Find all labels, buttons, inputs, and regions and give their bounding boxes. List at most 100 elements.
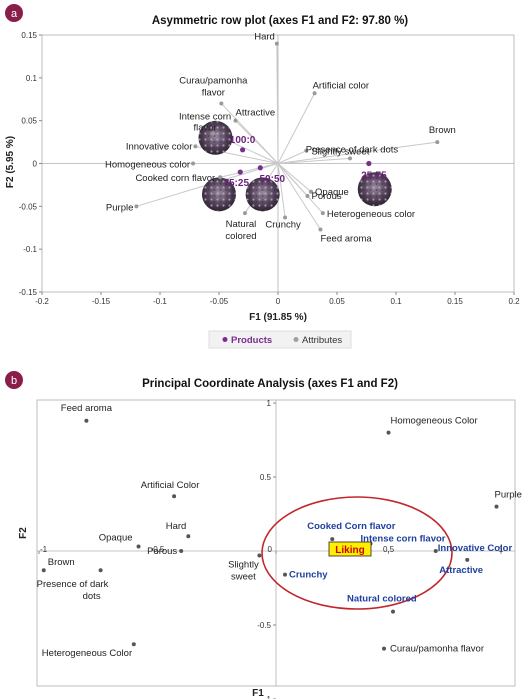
x-tick-label: 0.05 (329, 297, 345, 306)
image-50-50-texture (245, 177, 280, 212)
b-x-tick-label: -1 (40, 545, 48, 554)
pcoa-label-artificial-color: Artificial Color (141, 480, 200, 491)
chart-a-axes: -0.2 -0.15 -0.1 -0.05 0 0.05 0.1 0.15 0.20.150.1… (19, 31, 520, 306)
b-y-tick-label: 1 (267, 399, 272, 408)
attribute-label-slightly-sweet: Slightly sweet (311, 147, 369, 158)
pcoa-label-presence-of-dark-dots-2: dots (83, 591, 101, 602)
b-y-tick-label: -0.5 (257, 621, 271, 630)
b-x-tick-label: 1 (499, 545, 504, 554)
pcoa-point-attractive (465, 557, 470, 562)
pcoa-point-feed-aroma (84, 418, 89, 423)
liking-ellipse (261, 496, 453, 610)
pcoa-label-curau-pamonha-flavor: Curau/pamonha flavor (390, 644, 484, 655)
pcoa-point-purple (494, 504, 499, 509)
pcoa-label-brown: Brown (48, 557, 75, 568)
x-tick-label: 0.2 (508, 297, 520, 306)
attribute-point-homogeneous-color (191, 161, 196, 166)
panel-b: b Principal Coordinate Analysis (axes F1… (5, 371, 522, 699)
attribute-point-porous (305, 194, 310, 199)
chart-a-xlabel: F1 (91.85 %) (249, 312, 307, 323)
y-tick-label: -0.1 (23, 245, 37, 254)
vector-crunchy (277, 163, 286, 218)
y-tick-label: 0 (33, 160, 38, 169)
attribute-label-porous: Porous (312, 191, 342, 202)
chart-b-points: Feed aroma Homogeneous Color Artificial Co… (37, 403, 522, 659)
pcoa-point-innovative-color (433, 549, 438, 553)
pcoa-label-attractive: Attractive (439, 565, 483, 576)
pcoa-point-curau-pamonha-flavor (382, 646, 386, 651)
pcoa-point-natural-colored (391, 609, 395, 614)
pcoa-label-slightly-sweet: Slightly (228, 559, 259, 570)
pcoa-point-hard (186, 534, 191, 539)
pcoa-label-natural-colored: Natural colored (347, 594, 417, 605)
pcoa-point-presence-of-dark-dots (98, 568, 103, 573)
legend-label-attributes: Attributes (302, 335, 342, 346)
product-point-25-75 (366, 160, 372, 167)
b-x-tick-label: 0 (268, 545, 273, 554)
pcoa-label-feed-aroma: Feed aroma (61, 403, 113, 414)
pcoa-point-heterogeneous-color (131, 642, 136, 647)
attribute-point-presence-of-dark-dots (347, 156, 352, 161)
attribute-point-innovative-color (193, 144, 198, 149)
attribute-label-natural-colored: Natural (226, 219, 257, 230)
attribute-label-crunchy: Crunchy (265, 219, 301, 230)
pcoa-label-innovative-color: Innovative Color (438, 543, 513, 554)
liking-box (328, 541, 372, 557)
pcoa-label-intense-corn-flavor: Intense corn flavor (361, 534, 446, 545)
pcoa-label-purple: Purple (495, 490, 522, 501)
product-label-50-50: 50:50 (260, 174, 286, 185)
image-25-75-texture (357, 172, 392, 207)
attribute-label-homogeneous-color: Homogeneous color (105, 160, 190, 171)
vector-hard (276, 43, 279, 164)
pcoa-point-brown (41, 568, 46, 573)
pcoa-point-slightly-sweet (257, 553, 262, 558)
attribute-point-cooked-corn-flavor (218, 175, 223, 180)
attribute-point-hard (274, 41, 279, 46)
attribute-point-feed-aroma (318, 227, 323, 232)
attribute-point-intense-corn-flavor (211, 131, 216, 136)
legend-marker-attributes (293, 337, 299, 342)
product-label-25-75: 25:75 (361, 171, 387, 182)
legend-label-products: Products (231, 335, 272, 346)
attribute-label-opaque: Opaque (315, 187, 349, 198)
vector-slightly-sweet (277, 150, 307, 164)
chart-a-product-images (198, 120, 392, 212)
pcoa-label-slightly-sweet-2: sweet (231, 571, 256, 582)
panel-a-badge (5, 4, 23, 22)
product-point-50-50 (257, 165, 263, 171)
pcoa-label-opaque: Opaque (99, 533, 133, 544)
pcoa-point-porous (179, 549, 184, 553)
vector-presence-of-dark-dots (277, 157, 351, 164)
b-x-tick-label: 0.5 (383, 545, 395, 554)
chart-a-products: 100:0 75:25 50:50 25:75 (223, 135, 387, 189)
x-tick-label: -0.1 (153, 297, 167, 306)
pcoa-point-homogeneous-color (386, 430, 391, 435)
pcoa-label-cooked-corn-flavor: Cooked Corn flavor (307, 521, 395, 532)
pcoa-point-artificial-color (172, 494, 177, 499)
pcoa-label-heterogeneous-color: Heterogeneous Color (42, 648, 132, 659)
panel-b-badge (5, 371, 23, 389)
pcoa-label-hard: Hard (166, 521, 187, 532)
attribute-label-intense-corn-flavor-2: flavor (193, 123, 216, 134)
chart-b-title: Principal Coordinate Analysis (axes F1 a… (142, 378, 398, 390)
panel-b-letter: b (11, 375, 17, 387)
attribute-label-feed-aroma: Feed aroma (320, 233, 372, 244)
attribute-label-cooked-corn-flavor: Cooked corn flavor (135, 173, 215, 184)
attribute-point-artificial-color (312, 91, 317, 96)
product-label-75-25: 75:25 (223, 178, 249, 189)
image-75-25-texture (202, 177, 236, 212)
attribute-point-heterogeneous-color (320, 211, 325, 216)
vector-cooked-corn-flavor (220, 163, 279, 178)
pcoa-label-porous: Porous (147, 546, 177, 557)
attribute-point-natural-colored (242, 211, 247, 216)
panel-a: a Asymmetric row plot (axes F1 and F2: 9… (5, 4, 520, 349)
attribute-label-purple: Purple (106, 202, 133, 213)
y-tick-label: 0.1 (26, 74, 38, 83)
pcoa-point-crunchy (283, 572, 287, 577)
chart-b-axes: -1 -0.5 0 0.5 1 1 0.5 -0.5 -1 (37, 399, 515, 699)
attribute-label-natural-colored-2: colored (225, 231, 256, 242)
chart-b-ylabel: F2 (18, 527, 29, 539)
vector-heterogeneous-color (277, 163, 324, 214)
product-label-100-0: 100:0 (230, 135, 256, 146)
vector-opaque (277, 163, 312, 193)
